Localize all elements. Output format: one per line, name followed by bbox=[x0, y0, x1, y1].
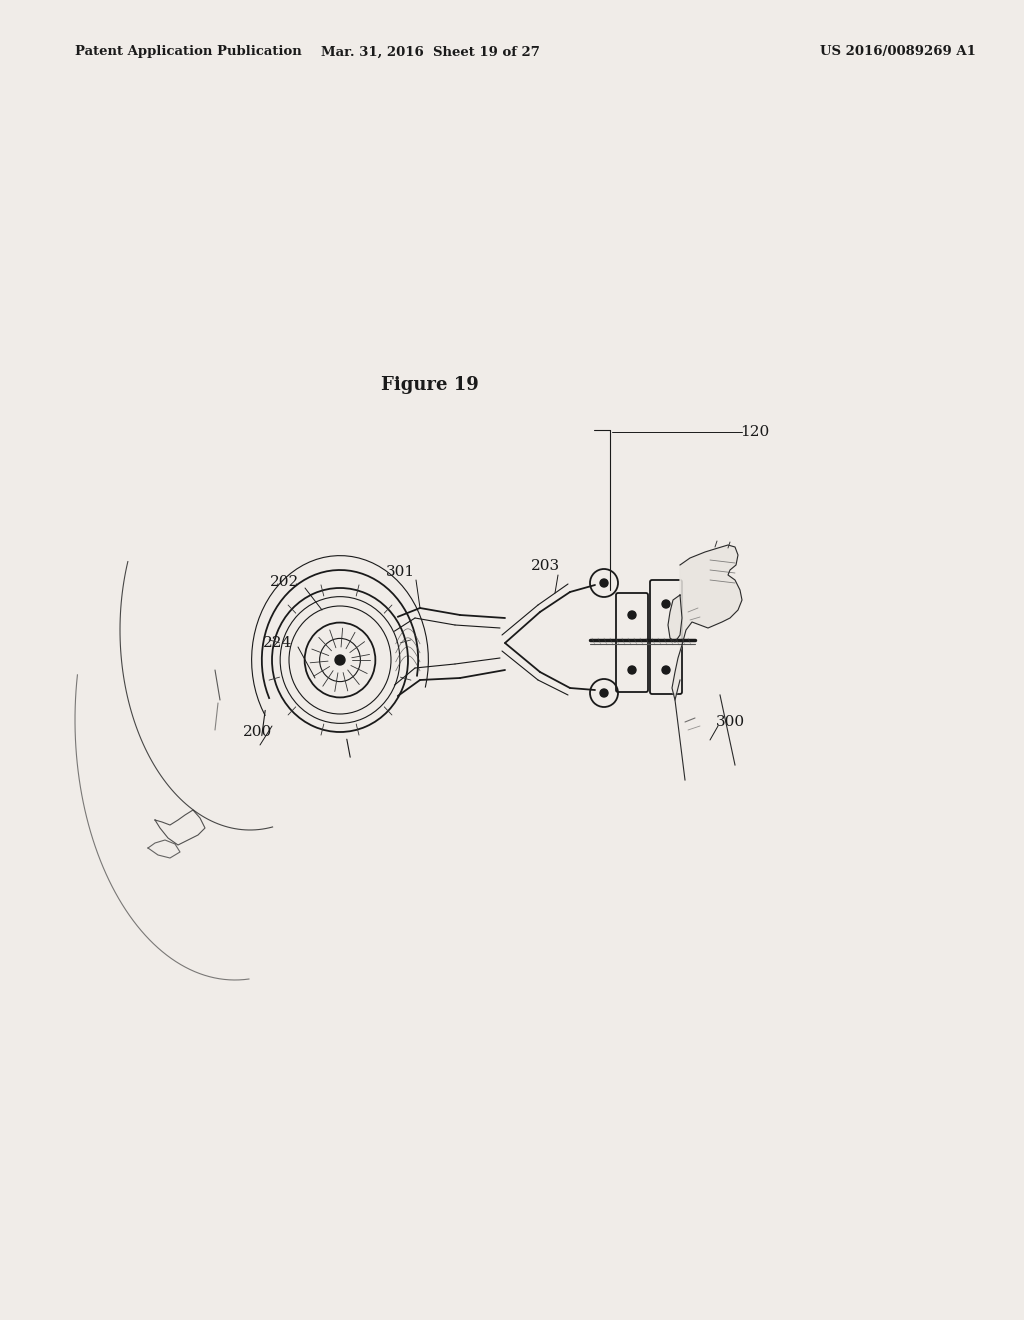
Circle shape bbox=[628, 611, 636, 619]
Circle shape bbox=[628, 667, 636, 675]
Text: Mar. 31, 2016  Sheet 19 of 27: Mar. 31, 2016 Sheet 19 of 27 bbox=[321, 45, 540, 58]
Circle shape bbox=[335, 655, 345, 665]
Polygon shape bbox=[672, 545, 742, 700]
Text: 224: 224 bbox=[263, 636, 293, 649]
Text: 200: 200 bbox=[244, 725, 272, 739]
Text: 120: 120 bbox=[740, 425, 770, 440]
Text: 203: 203 bbox=[530, 558, 559, 573]
Text: 300: 300 bbox=[716, 715, 744, 729]
Circle shape bbox=[662, 667, 670, 675]
Text: US 2016/0089269 A1: US 2016/0089269 A1 bbox=[820, 45, 976, 58]
Text: 202: 202 bbox=[270, 576, 300, 589]
Circle shape bbox=[600, 689, 608, 697]
Circle shape bbox=[600, 579, 608, 587]
Text: Patent Application Publication: Patent Application Publication bbox=[75, 45, 302, 58]
Text: 301: 301 bbox=[385, 565, 415, 579]
Text: Figure 19: Figure 19 bbox=[381, 376, 479, 393]
Polygon shape bbox=[668, 595, 682, 642]
Circle shape bbox=[662, 601, 670, 609]
